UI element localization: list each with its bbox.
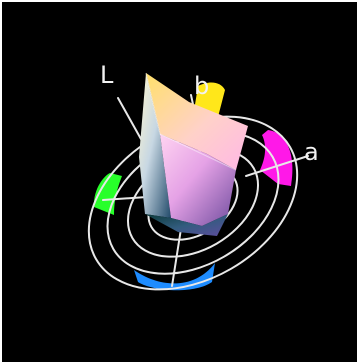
- a-axis-line: [245, 155, 309, 177]
- color-solid: [139, 72, 248, 236]
- solid-face-right: [160, 134, 236, 226]
- ring-segment-green: [93, 173, 122, 215]
- ring-segment-magenta: [260, 130, 293, 186]
- a-axis-label: a: [304, 138, 319, 166]
- solid-face-bottom: [145, 214, 228, 236]
- solid-face-left: [139, 73, 171, 218]
- b-neg-axis-line: [102, 196, 148, 201]
- solid-face-top: [146, 73, 248, 170]
- solid-highlight-edge: [145, 72, 237, 171]
- b-axis-label: b: [194, 72, 209, 100]
- L-axis-label: L: [100, 61, 114, 89]
